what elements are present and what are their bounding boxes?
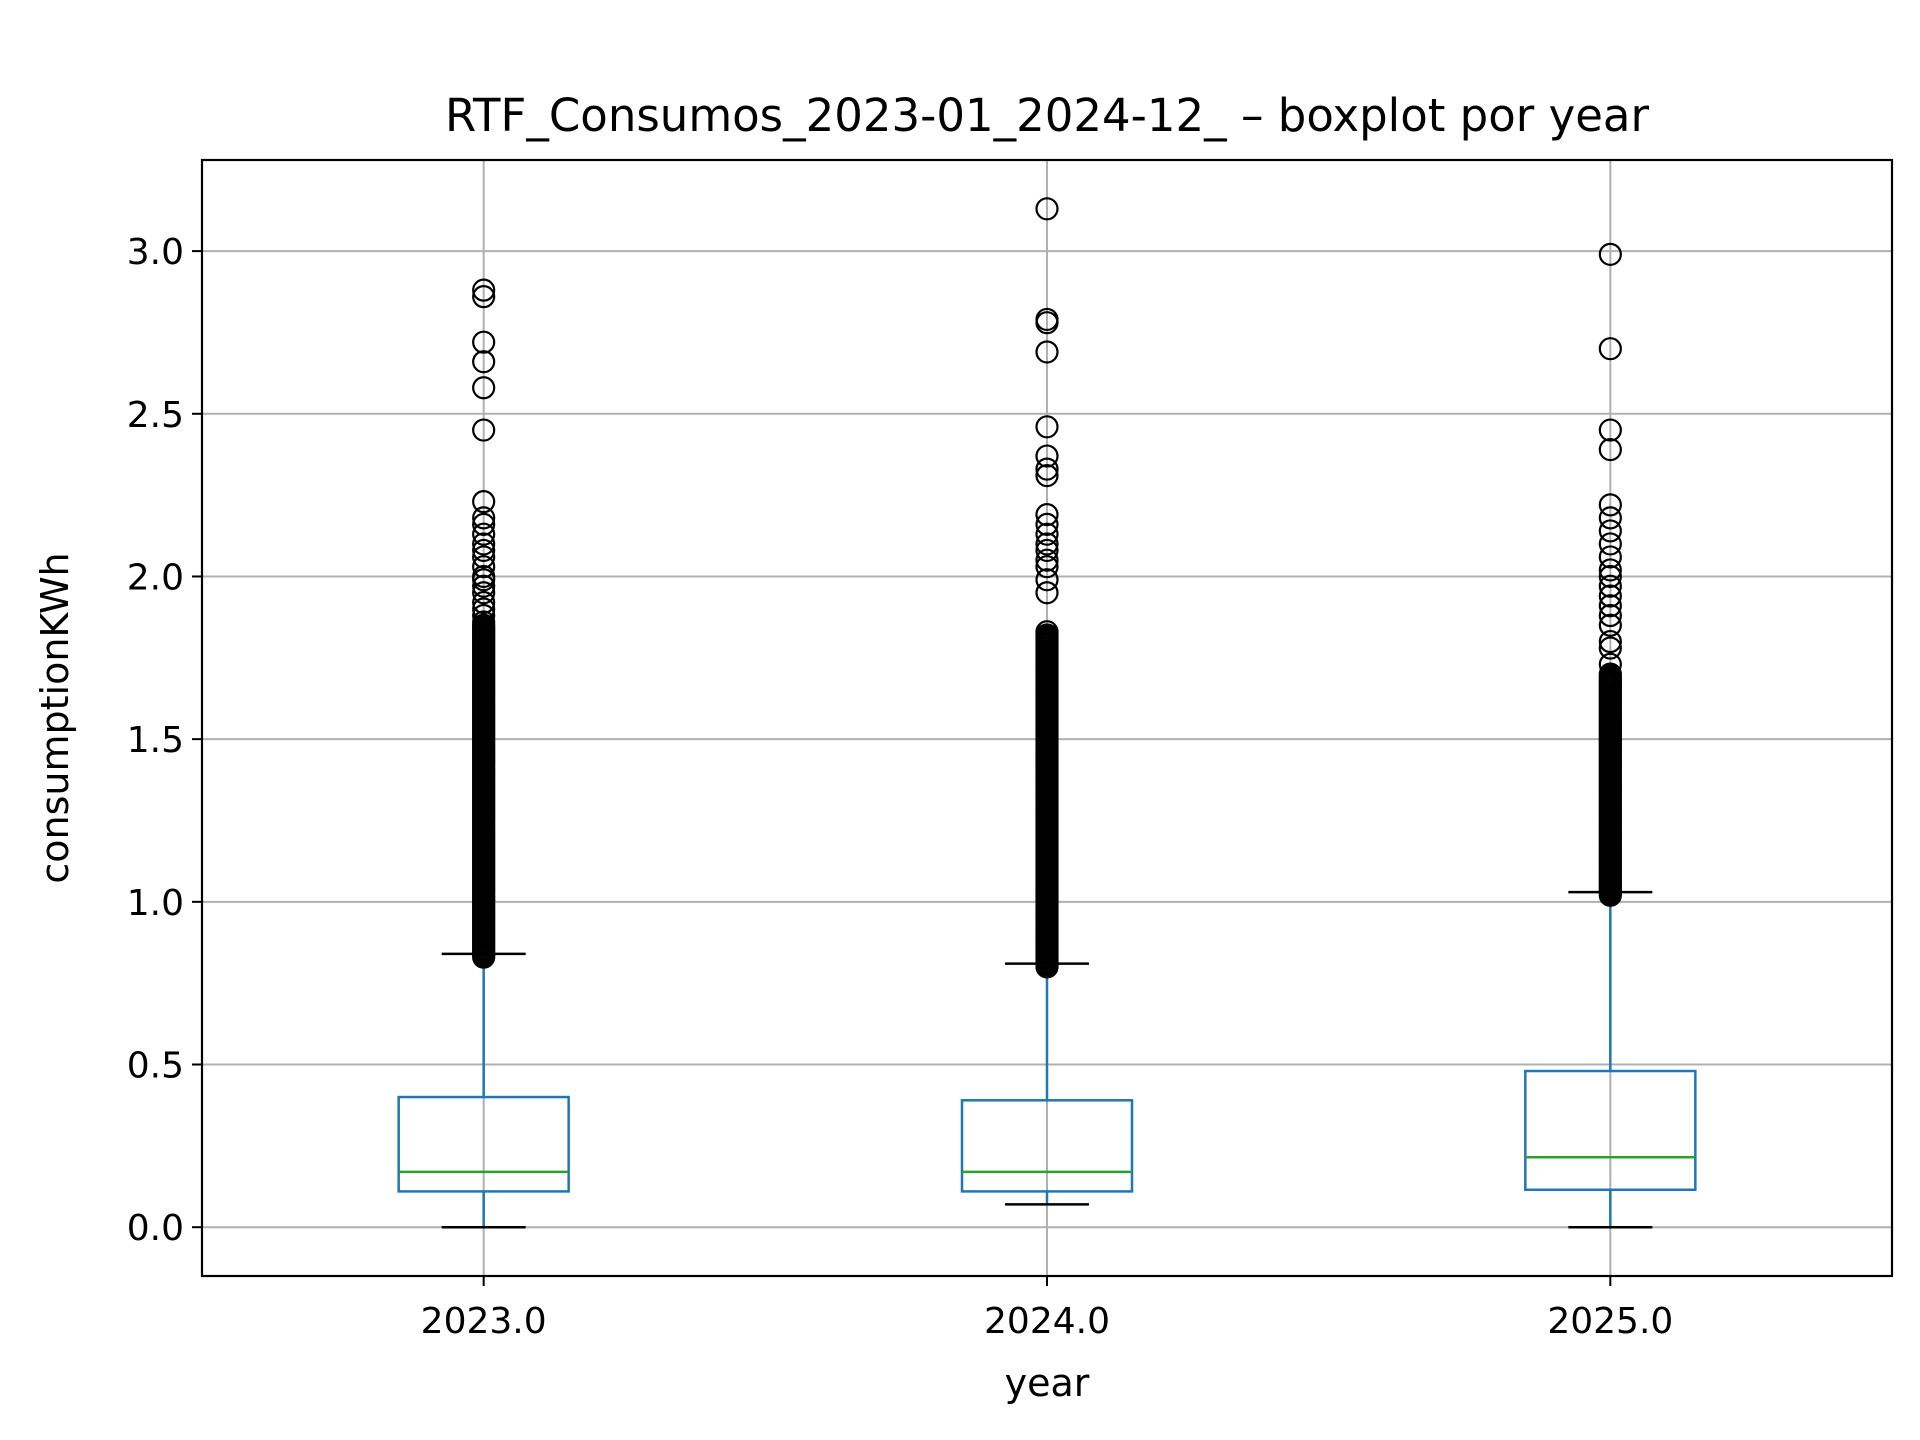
- outlier-point: [472, 597, 496, 621]
- outlier-point: [472, 285, 496, 309]
- outlier-point: [1035, 548, 1059, 572]
- outlier-point: [1035, 532, 1059, 556]
- iqr-box: [397, 1095, 570, 1193]
- outlier-point: [472, 538, 496, 563]
- outlier-point: [1035, 197, 1059, 221]
- outlier-point: [472, 610, 496, 634]
- outlier-point: [1598, 532, 1622, 556]
- outlier-point: [472, 490, 496, 514]
- y-tick-label: 1.5: [127, 720, 184, 761]
- chart-title: RTF_Consumos_2023-01_2024-12_ – boxplot …: [445, 89, 1649, 142]
- outlier-point: [1598, 242, 1622, 266]
- outlier-point: [1598, 584, 1622, 608]
- outlier-point: [1035, 512, 1059, 537]
- outlier-point: [472, 418, 496, 442]
- y-tick-label: 2.5: [127, 395, 184, 436]
- outlier-point: [472, 506, 496, 530]
- outlier-point: [472, 564, 496, 589]
- outlier-point: [1035, 555, 1059, 579]
- outlier-point: [1598, 662, 1622, 686]
- outlier-point: [472, 603, 496, 628]
- iqr-box: [960, 1099, 1134, 1193]
- outlier-point: [1598, 613, 1622, 637]
- x-tick-label: 2025.0: [1547, 1301, 1673, 1342]
- outlier-point: [472, 376, 496, 400]
- y-axis-label: consumptionKWh: [33, 552, 77, 883]
- outlier-point: [1598, 558, 1622, 582]
- outlier-point: [1035, 444, 1059, 468]
- outlier-point: [1035, 538, 1059, 563]
- outlier-point: [1598, 629, 1622, 654]
- y-tick-label: 2.0: [127, 557, 184, 598]
- y-tick-label: 0.5: [127, 1046, 184, 1087]
- outlier-point: [472, 522, 496, 546]
- outlier-point: [1598, 418, 1622, 442]
- outlier-point: [1035, 307, 1059, 332]
- outlier-point: [472, 512, 496, 537]
- outlier-point: [472, 278, 496, 302]
- flier-layer: [472, 197, 1622, 979]
- outlier-point: [472, 574, 496, 598]
- outlier-point: [1035, 457, 1059, 481]
- outlier-point: [472, 545, 496, 569]
- outlier-point: [1035, 522, 1059, 546]
- outlier-point: [1598, 545, 1622, 569]
- outlier-point: [1598, 603, 1622, 628]
- outlier-point: [1035, 503, 1059, 527]
- x-tick-label: 2024.0: [984, 1301, 1110, 1342]
- outlier-point: [472, 555, 496, 579]
- outlier-point: [1598, 519, 1622, 543]
- outlier-point: [1035, 340, 1059, 364]
- outlier-point: [472, 581, 496, 605]
- outlier-point: [472, 532, 496, 556]
- outlier-point: [1598, 337, 1622, 361]
- x-axis-label: year: [1005, 1361, 1090, 1405]
- outlier-point: [1598, 493, 1622, 517]
- outlier-point: [1035, 581, 1059, 605]
- outlier-point: [472, 350, 496, 374]
- outlier-point: [1035, 568, 1059, 592]
- outlier-point: [1598, 437, 1622, 462]
- iqr-box: [1524, 1069, 1697, 1192]
- outlier-point: [1598, 594, 1622, 618]
- outlier-point: [1598, 506, 1622, 530]
- outlier-point: [472, 330, 496, 354]
- outlier-point: [1598, 652, 1622, 676]
- outlier-point: [1598, 574, 1622, 598]
- outlier-point: [1035, 620, 1059, 644]
- outlier-point: [1598, 636, 1622, 660]
- outlier-point: [472, 590, 496, 615]
- x-tick-label: 2023.0: [421, 1301, 547, 1342]
- y-tick-label: 0.0: [127, 1208, 184, 1249]
- outlier-point: [1598, 564, 1622, 589]
- tick-layer: 0.0 0.5 1.0 1.5 2.0 2.5 3.0 2023.0 2024.0 2025.0: [127, 232, 1674, 1342]
- outlier-point: [1035, 415, 1059, 439]
- y-tick-label: 1.0: [127, 883, 184, 924]
- y-tick-label: 3.0: [127, 232, 184, 273]
- outlier-point: [1035, 464, 1059, 488]
